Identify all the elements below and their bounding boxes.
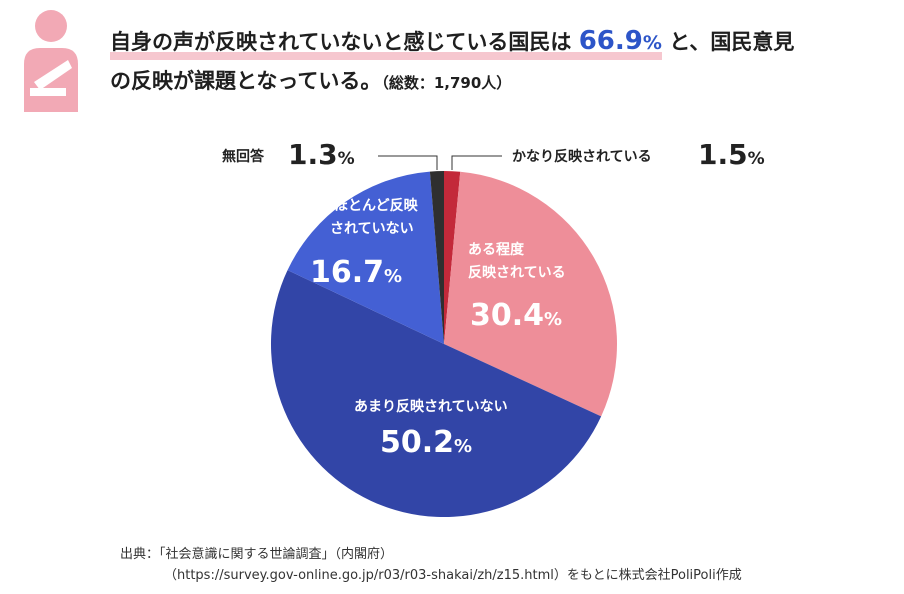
svg-text:16.7%: 16.7% [310,255,402,290]
headline-highlight-value: 66.9% [578,26,662,56]
svg-text:ほとんど反映: ほとんど反映 [334,197,419,214]
svg-text:1.3%: 1.3% [288,138,355,171]
headline-line2: の反映が課題となっている。（総数：1,790人） [110,69,512,93]
slice-label-no-answer: 無回答 1.3% [222,138,355,171]
svg-text:1.5%: 1.5% [698,138,765,171]
headline-total-note: （総数：1,790人） [381,74,512,92]
slice-label-value: 1.3 [288,138,338,171]
headline-line1: 自身の声が反映されていないと感じている国民は 66.9% [110,22,662,62]
svg-text:50.2%: 50.2% [380,425,472,460]
svg-text:ある程度: ある程度 [468,241,525,258]
slice-label-somewhat-reflected: ある程度 反映されている 30.4% [468,241,566,333]
pie-slice-no-answer [429,171,444,344]
slice-label-name: かなり反映されている [512,148,652,165]
slice-label-name: 無回答 [222,148,265,165]
svg-text:30.4%: 30.4% [470,298,562,333]
svg-text:されていない: されていない [330,221,414,237]
pie-slice-somewhat-reflected [444,171,617,417]
pie-slice-mostly-not-reflected [287,171,444,344]
source-line1: 出典：「社会意識に関する世論調査」（内閣府） [120,547,394,562]
headline: 自身の声が反映されていないと感じている国民は 66.9% と、国民意見 の反映が… [110,22,890,102]
leader-line-no-answer [378,155,438,170]
leader-line-fully-reflected [451,155,502,170]
slice-label-not-much-reflected: あまり反映されていない 50.2% [354,398,508,460]
source-note: 出典：「社会意識に関する世論調査」（内閣府） （https://survey.g… [120,544,742,586]
slice-label-value: 1.5 [698,138,748,171]
svg-text:あまり反映されていない: あまり反映されていない [354,398,508,415]
pie-slice-not-much-reflected [270,270,602,518]
headline-line1-tail: と、国民意見 [669,30,795,54]
pie-slice-fully-reflected [444,171,461,344]
person-sling-icon [24,10,78,112]
source-line2: （https://survey.gov-online.go.jp/r03/r03… [164,568,742,583]
slice-label-value: 50.2 [380,425,454,460]
slice-label-fully-reflected: かなり反映されている 1.5% [512,138,765,171]
svg-text:反映されている: 反映されている [468,264,566,281]
slice-label-mostly-not-reflected: ほとんど反映 されていない 16.7% [310,197,419,290]
slice-label-value: 30.4 [470,298,544,333]
slice-label-value: 16.7 [310,255,384,290]
